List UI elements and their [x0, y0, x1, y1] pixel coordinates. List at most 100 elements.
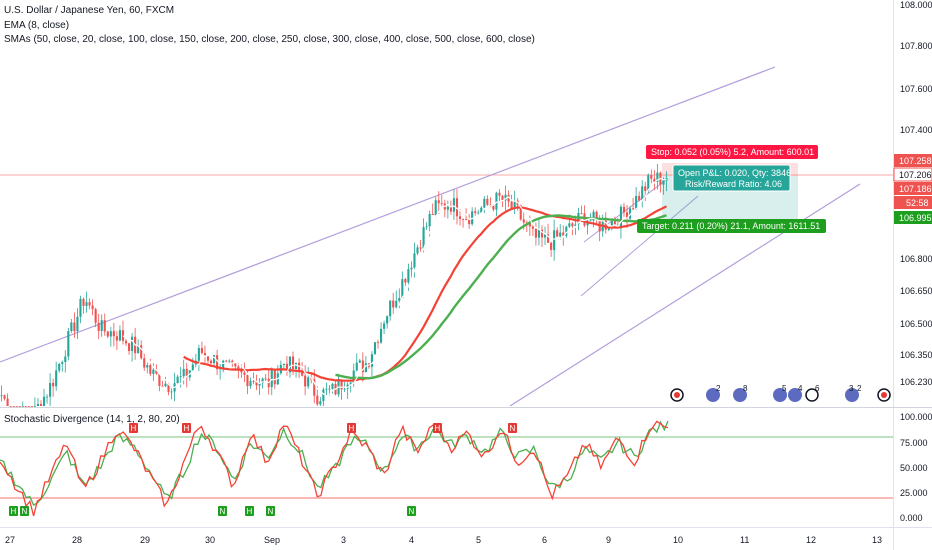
candle-body[interactable]	[301, 370, 304, 376]
candle-body[interactable]	[313, 379, 316, 396]
candle-body[interactable]	[112, 331, 115, 337]
candle-body[interactable]	[556, 230, 559, 237]
candle-body[interactable]	[425, 226, 428, 228]
candle-body[interactable]	[465, 219, 468, 220]
candle-body[interactable]	[635, 196, 638, 210]
candle-body[interactable]	[553, 230, 556, 250]
candle-body[interactable]	[103, 320, 106, 332]
divergence-marker[interactable]	[407, 506, 416, 516]
candle-body[interactable]	[416, 247, 419, 254]
candle-body[interactable]	[49, 382, 52, 397]
candle-body[interactable]	[477, 212, 480, 214]
candle-body[interactable]	[644, 186, 647, 191]
candle-body[interactable]	[152, 369, 155, 374]
candle-body[interactable]	[604, 220, 607, 230]
candle-body[interactable]	[61, 362, 64, 364]
candle-body[interactable]	[185, 368, 188, 378]
candle-body[interactable]	[577, 213, 580, 225]
candle-body[interactable]	[27, 406, 30, 407]
candle-body[interactable]	[486, 198, 489, 205]
candle-body[interactable]	[434, 200, 437, 216]
event-badge-flag[interactable]	[706, 388, 720, 402]
candle-body[interactable]	[583, 213, 586, 226]
candle-body[interactable]	[82, 298, 85, 306]
candle-body[interactable]	[519, 205, 522, 220]
upper-channel-line[interactable]	[0, 66, 776, 363]
candle-body[interactable]	[137, 345, 140, 354]
candle-body[interactable]	[200, 348, 203, 353]
divergence-marker[interactable]	[129, 423, 138, 433]
candle-body[interactable]	[401, 279, 404, 299]
candle-body[interactable]	[143, 358, 146, 368]
event-badge-flag[interactable]	[845, 388, 859, 402]
candle-body[interactable]	[413, 253, 416, 268]
candle-body[interactable]	[568, 223, 571, 227]
candle-body[interactable]	[240, 369, 243, 373]
candle-body[interactable]	[662, 180, 665, 185]
candle-body[interactable]	[404, 279, 407, 283]
event-badge-flag[interactable]	[788, 388, 802, 402]
stop-label-box[interactable]	[646, 145, 818, 159]
candle-body[interactable]	[370, 354, 374, 367]
candle-body[interactable]	[209, 360, 213, 364]
candle-body[interactable]	[3, 395, 6, 399]
candle-body[interactable]	[121, 330, 125, 341]
candle-body[interactable]	[547, 234, 550, 243]
candle-body[interactable]	[9, 406, 12, 407]
candle-body[interactable]	[191, 364, 194, 371]
candle-body[interactable]	[559, 232, 562, 237]
target-label-box[interactable]	[637, 219, 826, 233]
candle-body[interactable]	[607, 228, 610, 230]
divergence-marker[interactable]	[218, 506, 227, 516]
candle-body[interactable]	[24, 406, 27, 407]
candle-body[interactable]	[225, 360, 228, 362]
candle-body[interactable]	[106, 331, 109, 337]
candle-body[interactable]	[76, 316, 79, 332]
candle-body[interactable]	[468, 219, 471, 225]
candle-body[interactable]	[243, 372, 246, 375]
candle-body[interactable]	[474, 211, 477, 213]
candle-body[interactable]	[650, 175, 653, 179]
candle-body[interactable]	[264, 378, 267, 380]
candle-body[interactable]	[452, 198, 455, 212]
candle-body[interactable]	[216, 355, 219, 370]
candle-body[interactable]	[431, 213, 434, 216]
candle-body[interactable]	[246, 374, 249, 387]
candle-body[interactable]	[231, 360, 234, 364]
candle-body[interactable]	[18, 406, 21, 407]
candle-body[interactable]	[170, 391, 173, 393]
candle-body[interactable]	[222, 360, 225, 369]
candle-body[interactable]	[100, 320, 103, 331]
candle-body[interactable]	[282, 363, 285, 365]
candle-body[interactable]	[164, 383, 167, 387]
sma-red-line[interactable]	[183, 205, 668, 382]
candle-body[interactable]	[46, 396, 49, 398]
candle-body[interactable]	[352, 370, 355, 383]
candle-body[interactable]	[504, 194, 507, 201]
candle-body[interactable]	[628, 208, 632, 219]
candle-body[interactable]	[39, 404, 43, 406]
candle-body[interactable]	[158, 373, 161, 386]
candle-body[interactable]	[358, 360, 361, 363]
candle-body[interactable]	[398, 298, 401, 301]
candle-body[interactable]	[79, 298, 82, 317]
candle-body[interactable]	[319, 401, 322, 405]
candle-body[interactable]	[249, 380, 252, 387]
divergence-marker[interactable]	[266, 506, 275, 516]
candle-body[interactable]	[176, 376, 179, 384]
candle-body[interactable]	[304, 375, 307, 387]
candle-body[interactable]	[355, 362, 358, 371]
candle-body[interactable]	[331, 383, 334, 389]
candle-body[interactable]	[449, 206, 452, 212]
candle-body[interactable]	[6, 398, 9, 406]
candle-body[interactable]	[127, 343, 131, 351]
candle-body[interactable]	[85, 302, 88, 306]
candle-body[interactable]	[42, 396, 46, 406]
candle-body[interactable]	[349, 382, 352, 385]
candle-body[interactable]	[492, 205, 495, 210]
candle-body[interactable]	[213, 355, 216, 364]
candle-body[interactable]	[638, 196, 641, 201]
candle-body[interactable]	[495, 192, 498, 210]
osc-k-line[interactable]	[0, 420, 669, 517]
candle-body[interactable]	[632, 208, 635, 210]
